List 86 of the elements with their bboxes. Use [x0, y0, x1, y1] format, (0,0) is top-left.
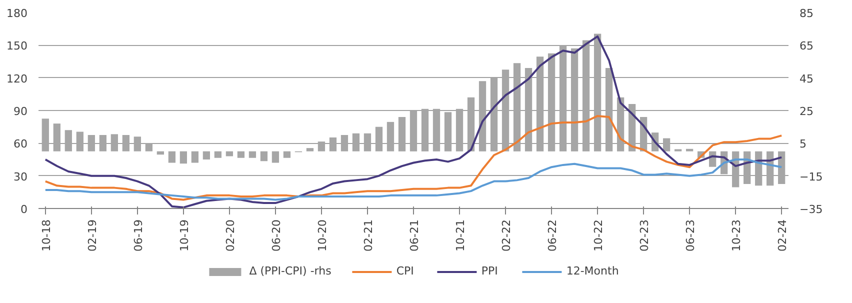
bar	[76, 132, 84, 152]
bar	[386, 122, 394, 152]
bar	[202, 151, 210, 160]
bar	[432, 108, 440, 152]
x-tick-label: 02-24	[776, 219, 790, 252]
x-tick-label: 10-19	[178, 219, 191, 252]
bar	[134, 136, 141, 152]
bar	[145, 143, 152, 152]
x-tick-label: 06-23	[684, 219, 698, 252]
bar	[88, 135, 95, 152]
bar	[237, 151, 245, 158]
bar	[248, 151, 256, 158]
x-tick-label: 10-20	[316, 219, 329, 252]
bar	[421, 108, 429, 152]
bar	[99, 135, 106, 152]
x-tick-label: 02-21	[362, 219, 375, 252]
y-tick-label: 120	[6, 72, 28, 86]
x-tick-label: 06-21	[408, 219, 421, 252]
x-tick-label: 02-19	[86, 219, 99, 252]
bar	[444, 112, 452, 152]
bar	[214, 151, 222, 158]
y2-tick-label: 5	[800, 138, 806, 151]
line-series	[44, 158, 783, 201]
bar	[329, 137, 337, 152]
x-tick-label: 10-22	[592, 219, 606, 252]
bar	[490, 78, 498, 152]
bar	[410, 110, 418, 152]
y-tick-label: 30	[14, 170, 28, 184]
y2-tick-label: −15	[800, 170, 823, 184]
bar	[605, 68, 613, 152]
line-series	[44, 114, 783, 201]
x-tick-label: 06-20	[270, 219, 283, 252]
bar	[283, 151, 291, 158]
bar	[398, 117, 406, 152]
bar	[536, 56, 544, 152]
y2-tick-label: 65	[800, 40, 814, 53]
x-tick-label: 02-22	[500, 219, 514, 252]
bar	[191, 151, 199, 163]
bar	[53, 124, 60, 152]
bar	[548, 53, 556, 152]
bar	[64, 130, 72, 152]
legend-label: PPI	[481, 264, 499, 278]
x-tick-label: 02-20	[224, 219, 237, 252]
bar	[456, 108, 464, 152]
bar	[168, 151, 176, 163]
bar	[318, 142, 326, 152]
y-tick-label: 180	[6, 7, 28, 20]
bar	[513, 63, 521, 152]
bar	[42, 118, 49, 152]
x-tick-label: 10-21	[454, 219, 468, 252]
bar	[467, 97, 475, 152]
bar	[663, 138, 670, 152]
bar	[156, 151, 164, 155]
bar	[180, 151, 188, 164]
x-tick-label: 06-19	[132, 219, 145, 252]
x-tick-label: 10-23	[730, 219, 744, 252]
bar	[375, 126, 383, 152]
bar	[524, 68, 532, 152]
legend-label: 12-Month	[566, 264, 619, 278]
bar	[110, 134, 118, 152]
legend-label: CPI	[396, 264, 415, 278]
y-tick-label: 60	[14, 138, 28, 151]
y2-tick-label: 85	[800, 7, 814, 20]
bar	[686, 148, 694, 152]
x-tick-label: 06-22	[546, 219, 560, 252]
bar	[306, 148, 314, 152]
bar	[260, 151, 268, 162]
y2-tick-label: 25	[800, 105, 814, 118]
bar	[570, 48, 578, 152]
bar	[340, 135, 348, 152]
y-tick-label: 150	[6, 40, 28, 53]
x-tick-label: 02-23	[638, 219, 652, 252]
y-tick-label: 0	[20, 203, 28, 216]
bar	[122, 135, 130, 152]
bar	[364, 133, 372, 152]
bar	[352, 133, 360, 152]
bar	[226, 151, 234, 156]
bar	[272, 151, 280, 163]
line-series	[44, 35, 783, 208]
legend-label: Δ (PPI-CPI) -rhs	[249, 264, 332, 278]
x-tick-label: 10-18	[40, 219, 53, 252]
y2-tick-label: 45	[800, 72, 814, 86]
y-tick-label: 90	[14, 105, 28, 118]
bar	[502, 70, 510, 152]
y2-tick-label: −35	[800, 203, 823, 216]
bar	[478, 81, 486, 152]
